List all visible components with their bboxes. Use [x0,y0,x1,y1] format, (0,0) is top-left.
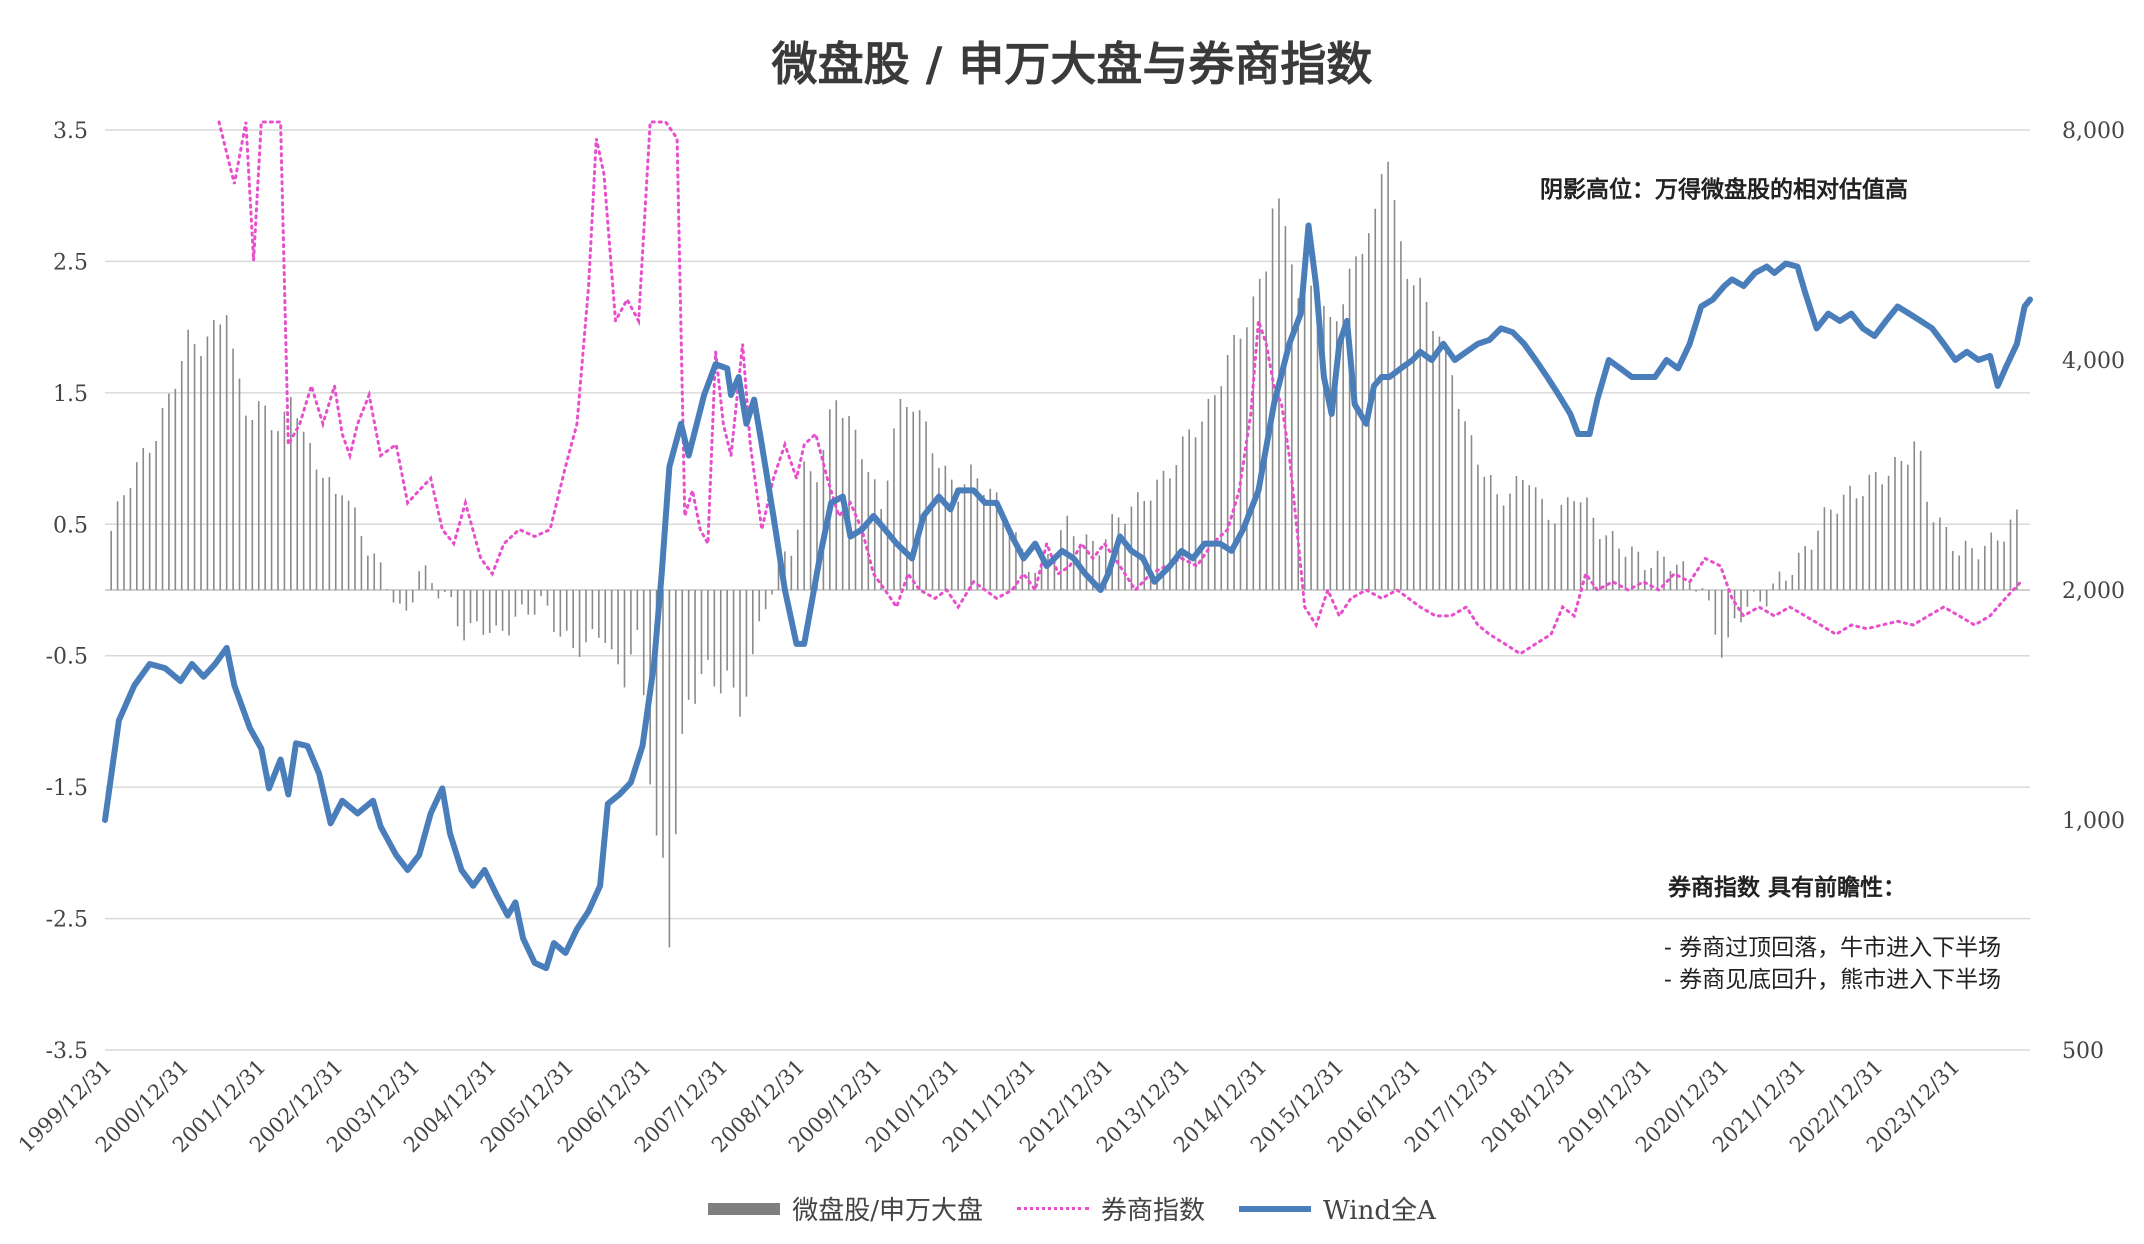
legend-label-wind-a: Wind全A [1323,1196,1436,1226]
y-left-tick-label: -2.5 [46,908,88,933]
y-left-tick-label: -3.5 [46,1039,88,1064]
legend-item-micro-cap: 微盘股/申万大盘 [708,1190,983,1227]
y-left-tick-label: -0.5 [46,645,88,670]
right-annotation-line1: - 券商过顶回落，牛市进入下半场 [1664,935,2002,961]
y-left-tick-label: 1.5 [53,382,88,407]
legend-swatch-bar [708,1202,781,1215]
line-series-wind-a [102,222,2033,972]
y-left-tick-label: 3.5 [53,119,88,144]
right-y-axis-ticks: 8,000 4,000 2,000 1,000 500 [2062,119,2125,1064]
chart-legend: 微盘股/申万大盘 券商指数 Wind全A [0,1190,2144,1227]
y-right-tick-label: 500 [2062,1039,2104,1064]
left-y-axis-ticks: 3.5 2.5 1.5 0.5 -0.5 -1.5 -2.5 -3.5 [46,119,88,1064]
right-annotation-line2: - 券商见底回升，熊市进入下半场 [1664,967,2002,993]
line-series-brokers [217,120,2023,656]
y-right-tick-label: 8,000 [2062,119,2125,144]
legend-label-brokers: 券商指数 [1101,1196,1206,1226]
brokers-line [217,120,2023,656]
legend-swatch-line [1239,1205,1312,1212]
legend-label-micro-cap: 微盘股/申万大盘 [792,1196,983,1226]
legend-item-brokers: 券商指数 [1017,1190,1205,1227]
wind-a-line [102,222,2033,972]
y-left-tick-label: 2.5 [53,250,88,275]
y-right-tick-label: 2,000 [2062,579,2125,604]
y-left-tick-label: -1.5 [46,776,88,801]
top-annotation: 阴影高位：万得微盘股的相对估值高 [1540,176,1908,203]
chart-title: 微盘股 / 申万大盘与券商指数 [771,37,1373,91]
right-annotation-title: 券商指数 具有前瞻性： [1668,874,1907,901]
y-right-tick-label: 1,000 [2062,809,2125,834]
x-axis-ticks: 1999/12/312000/12/312001/12/312002/12/31… [14,1055,1965,1158]
y-left-tick-label: 0.5 [53,513,88,538]
legend-item-wind-a: Wind全A [1239,1190,1436,1227]
legend-swatch-dotted [1017,1207,1089,1210]
y-right-tick-label: 4,000 [2062,349,2125,374]
